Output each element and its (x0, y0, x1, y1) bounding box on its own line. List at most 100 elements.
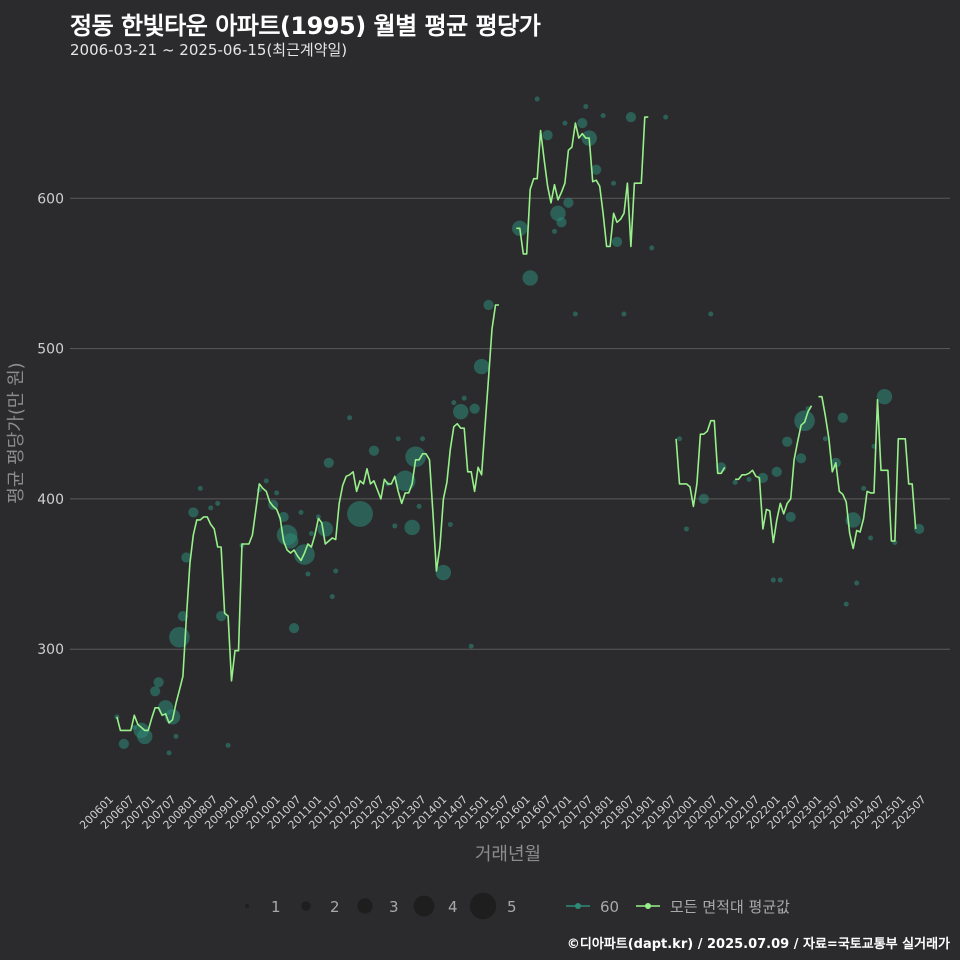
data-point (416, 503, 422, 509)
chart-subtitle: 2006-03-21 ~ 2025-06-15(최근계약일) (70, 41, 348, 59)
x-axis-title: 거래년월 (475, 844, 541, 865)
legend-series-dot (575, 903, 581, 909)
data-point (188, 507, 199, 518)
data-point (288, 623, 300, 634)
data-point (315, 514, 321, 520)
y-axis-title: 평균 평당가(만 원) (6, 362, 27, 503)
data-point (420, 436, 426, 442)
data-point (777, 577, 783, 583)
data-point (591, 164, 602, 175)
legend-size-key (357, 898, 373, 914)
data-point (556, 217, 567, 228)
data-point (282, 533, 299, 549)
data-point (473, 358, 490, 375)
data-point (708, 311, 714, 317)
y-tick-label: 600 (37, 191, 64, 207)
data-point (782, 436, 793, 447)
data-point (843, 601, 849, 607)
data-point (347, 501, 373, 527)
data-point (317, 521, 334, 537)
data-point (169, 626, 190, 648)
data-point (621, 311, 627, 317)
data-point (854, 580, 860, 586)
legend-size-key (469, 892, 497, 920)
data-point (181, 552, 192, 563)
legend: 1 2 3 4 5 60 모든 면적대 평균값 (245, 892, 790, 920)
data-point (677, 436, 683, 442)
data-point (625, 111, 637, 123)
scatter-points (114, 96, 925, 756)
data-point (771, 466, 782, 477)
data-point (394, 470, 416, 492)
data-point (683, 526, 689, 532)
data-point (225, 742, 231, 748)
data-point (216, 611, 227, 622)
data-point (333, 568, 339, 574)
data-point (868, 535, 874, 541)
data-point (550, 205, 566, 221)
data-point (137, 728, 153, 745)
average-line-segment (818, 395, 917, 550)
data-point (329, 594, 335, 600)
average-line (116, 116, 917, 732)
y-tick-label: 500 (37, 342, 64, 358)
data-point (837, 412, 848, 423)
data-point (177, 611, 189, 622)
data-point (461, 395, 467, 401)
data-point (323, 457, 334, 468)
data-point (347, 415, 353, 421)
legend-size-key (413, 895, 435, 917)
legend-size-label: 4 (448, 898, 458, 916)
data-point (150, 686, 161, 697)
data-point (435, 564, 452, 581)
data-point (822, 436, 828, 442)
data-point (563, 197, 574, 208)
legend-series-label: 60 (600, 898, 619, 916)
legend-series-dot (645, 903, 651, 909)
data-point (562, 120, 568, 126)
data-point (600, 113, 606, 119)
data-point (118, 738, 129, 749)
data-point (483, 299, 494, 311)
data-point (583, 104, 589, 110)
legend-size-key (245, 904, 249, 908)
y-tick-label: 400 (37, 492, 64, 508)
data-point (577, 117, 588, 129)
average-line-segment (516, 116, 649, 255)
data-point (208, 505, 214, 511)
legend-size-label: 3 (389, 898, 399, 916)
data-point (861, 485, 867, 491)
data-point (215, 500, 221, 506)
data-point (469, 403, 480, 414)
data-point (305, 571, 311, 577)
legend-series-label: 모든 면적대 평균값 (670, 898, 790, 916)
legend-size-label: 1 (271, 898, 281, 916)
data-point (395, 436, 401, 442)
data-point (732, 479, 738, 485)
data-point (368, 445, 380, 456)
data-point (404, 519, 420, 536)
data-point (453, 404, 469, 420)
data-point (274, 490, 280, 496)
grid-lines (70, 197, 950, 650)
data-point (795, 453, 807, 464)
data-point (166, 750, 172, 756)
legend-size-label: 5 (507, 898, 517, 916)
data-point (392, 523, 398, 529)
data-point (876, 388, 893, 405)
average-line-segment (116, 304, 499, 732)
average-line-segment (675, 419, 726, 508)
data-point (770, 577, 776, 583)
data-point (649, 245, 655, 251)
data-point (522, 270, 538, 286)
data-point (298, 509, 304, 515)
data-point (405, 446, 426, 468)
credit-footer: ©디아파트(dapt.kr) / 2025.07.09 / 자료=국토교통부 실… (566, 937, 950, 952)
x-tick-labels: 2006012006072007012007072008012008072009… (77, 793, 929, 832)
data-point (611, 180, 617, 186)
data-point (611, 236, 623, 247)
data-point (552, 228, 558, 234)
data-point (263, 478, 269, 484)
data-point (914, 523, 925, 535)
